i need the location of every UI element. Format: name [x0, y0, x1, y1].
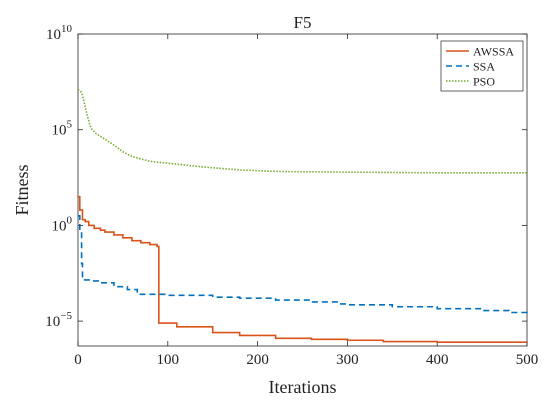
x-tick-label: 100 [157, 352, 180, 368]
x-tick-label: 500 [516, 352, 539, 368]
series-line-pso [77, 88, 527, 174]
x-tick-label: 300 [336, 352, 359, 368]
legend-label-awssa: AWSSA [473, 45, 514, 59]
x-axis: 0 100 200 300 400 500 [74, 34, 538, 368]
y-tick-label: 105 [52, 119, 73, 139]
legend-label-ssa: SSA [473, 60, 495, 74]
legend-box [440, 40, 524, 92]
y-axis-label: Fitness [12, 164, 32, 215]
chart-title: F5 [294, 13, 312, 32]
series-line-awssa [78, 195, 527, 343]
y-tick-label: 10−5 [45, 310, 72, 330]
series-line-ssa [78, 215, 528, 314]
y-tick-label: 1010 [46, 23, 73, 43]
y-axis: 1010 105 100 10−5 [45, 23, 527, 330]
y-tick-label: 100 [52, 214, 73, 234]
x-tick-label: 200 [246, 352, 269, 368]
x-axis-label: Iterations [269, 377, 337, 397]
x-tick-label: 0 [74, 352, 82, 368]
legend-label-pso: PSO [473, 75, 495, 89]
x-tick-label: 400 [426, 352, 449, 368]
series-layer [77, 88, 528, 343]
